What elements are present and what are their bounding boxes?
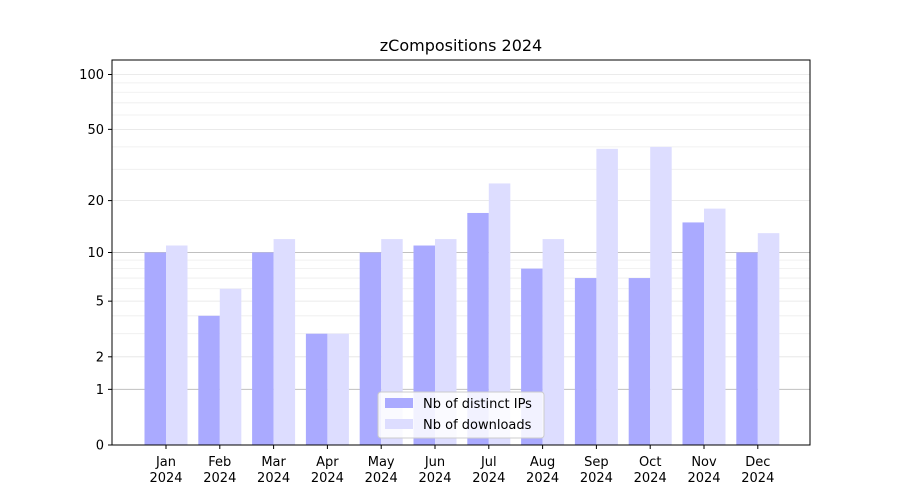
x-tick-label-month: Sep: [584, 455, 609, 470]
x-tick-label-year: 2024: [311, 471, 344, 486]
x-tick-label-year: 2024: [472, 471, 505, 486]
bar-downloads: [327, 333, 349, 445]
legend-swatch: [385, 419, 413, 429]
legend-box: [377, 391, 545, 439]
bar-downloads: [488, 183, 511, 445]
y-tick-label: 10: [87, 246, 104, 261]
bar-downloads: [166, 245, 188, 445]
x-tick-label-year: 2024: [149, 471, 182, 486]
x-tick-label-month: Jul: [480, 455, 497, 470]
bar-distinct-ips: [682, 222, 704, 445]
x-axis: Jan2024Feb2024Mar2024Apr2024May2024Jun20…: [149, 445, 774, 486]
y-tick-label: 50: [87, 123, 104, 138]
y-tick-label: 1: [96, 383, 104, 398]
y-tick-label: 5: [96, 295, 104, 310]
bar-distinct-ips: [198, 315, 220, 445]
x-tick-label-year: 2024: [365, 471, 398, 486]
x-tick-label-year: 2024: [634, 471, 667, 486]
y-tick-label: 0: [96, 439, 104, 454]
x-tick-label-year: 2024: [203, 471, 236, 486]
x-tick-label-month: Apr: [316, 455, 339, 470]
legend-label: Nb of distinct IPs: [423, 397, 532, 412]
bar-distinct-ips: [574, 278, 597, 445]
x-tick-label-month: Nov: [691, 455, 717, 470]
legend-label: Nb of downloads: [423, 418, 532, 433]
x-tick-label-year: 2024: [687, 471, 720, 486]
y-tick-label: 2: [96, 350, 104, 365]
x-tick-label-month: Jan: [155, 455, 176, 470]
bar-downloads: [596, 148, 618, 445]
x-tick-label-month: Dec: [745, 455, 770, 470]
bar-distinct-ips: [359, 252, 382, 445]
y-tick-label: 100: [79, 68, 104, 83]
bar-distinct-ips: [252, 252, 274, 445]
x-tick-label-year: 2024: [418, 471, 451, 486]
y-tick-label: 20: [87, 194, 104, 209]
bar-downloads: [757, 233, 780, 445]
x-tick-label-month: Jun: [424, 455, 445, 470]
bar-downloads: [219, 288, 242, 445]
x-tick-label-month: Feb: [208, 455, 231, 470]
bar-downloads: [650, 146, 672, 445]
x-tick-label-month: Oct: [639, 455, 661, 470]
legend: Nb of distinct IPs Nb of downloads: [377, 391, 545, 439]
x-tick-label-month: Aug: [530, 455, 555, 470]
x-tick-label-year: 2024: [526, 471, 559, 486]
bar-distinct-ips: [144, 252, 166, 445]
x-tick-label-year: 2024: [741, 471, 774, 486]
bar-downloads: [704, 208, 726, 445]
bar-distinct-ips: [305, 333, 328, 445]
x-tick-label-year: 2024: [580, 471, 613, 486]
x-tick-label-year: 2024: [257, 471, 290, 486]
bar-distinct-ips: [736, 252, 758, 445]
bar-downloads: [542, 239, 565, 445]
bar-downloads: [273, 239, 296, 445]
x-tick-label-month: Mar: [261, 455, 286, 470]
bar-distinct-ips: [467, 212, 489, 445]
bar-distinct-ips: [628, 278, 651, 445]
legend-swatch: [385, 398, 413, 408]
x-tick-label-month: May: [368, 455, 395, 470]
y-axis: 0 1 2 5 10 20 50 100: [79, 68, 112, 454]
chart-title: zCompositions 2024: [380, 36, 542, 55]
